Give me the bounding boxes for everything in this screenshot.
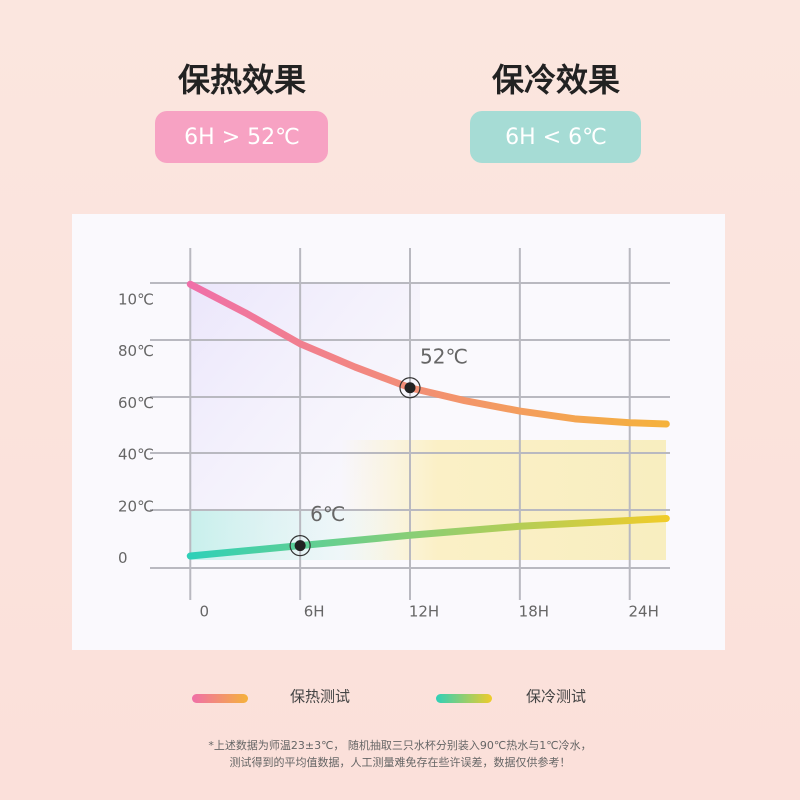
legend-label: 保热测试 [290, 688, 350, 706]
x-tick-label: 6H [304, 603, 325, 621]
y-tick-label: 10℃ [118, 290, 154, 308]
x-tick-label: 24H [629, 603, 659, 621]
y-tick-label: 80℃ [118, 342, 154, 360]
marker-ring [289, 535, 311, 557]
x-tick-label: 18H [519, 603, 549, 621]
footnote: 测试得到的平均值数据，人工测量难免存在些许误差，数据仅供参考！ [230, 755, 571, 769]
y-tick-label: 40℃ [118, 446, 154, 464]
hot-badge-text: 6H > 52℃ [184, 125, 300, 150]
cold-title: 保冷效果 [492, 61, 620, 99]
marker [404, 382, 416, 394]
legend-swatch [192, 694, 248, 703]
y-tick-label: 20℃ [118, 497, 154, 515]
annotation: 6℃ [310, 502, 345, 526]
y-tick-label: 0 [118, 549, 128, 567]
cold-badge-text: 6H < 6℃ [505, 125, 607, 150]
legend-swatch [436, 694, 492, 703]
hot-title: 保热效果 [178, 61, 306, 99]
annotation: 52℃ [420, 344, 468, 368]
line [186, 514, 670, 560]
line [186, 280, 670, 428]
y-tick-label: 60℃ [118, 394, 154, 412]
legend-label: 保冷测试 [526, 688, 586, 706]
x-tick-label: 0 [200, 603, 210, 621]
hot-badge [155, 111, 328, 163]
marker [294, 540, 306, 552]
marker-ring [399, 377, 421, 399]
cold-badge [470, 111, 641, 163]
x-tick-label: 12H [409, 603, 439, 621]
footnote: *上述数据为师温23±3℃， 随机抽取三只水杯分别装入90℃热水与1℃冷水， [208, 738, 591, 752]
